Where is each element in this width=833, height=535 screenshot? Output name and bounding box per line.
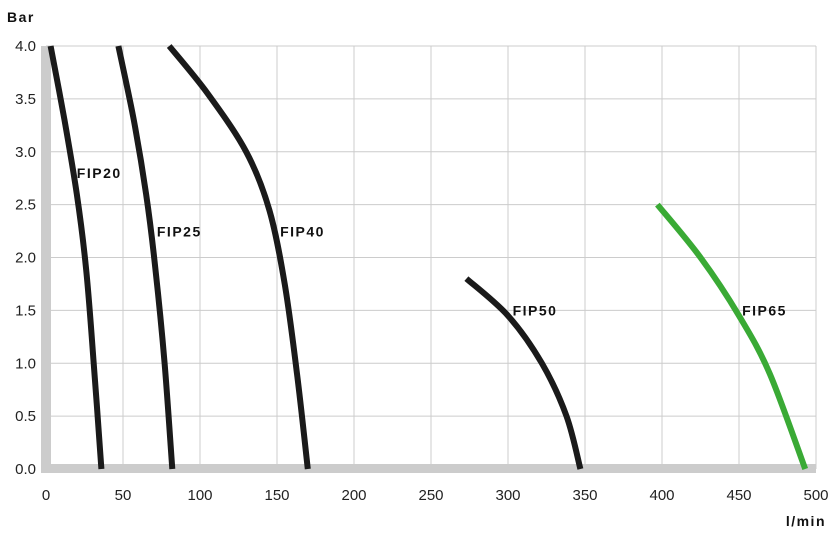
x-tick-label: 200 (341, 487, 366, 504)
axes (41, 46, 816, 473)
y-tick-label: 2.0 (15, 250, 36, 267)
y-tick-label: 0.5 (15, 408, 36, 425)
x-tick-label: 450 (726, 487, 751, 504)
curve-label-fip20: FIP20 (77, 165, 122, 181)
curve-label-fip25: FIP25 (157, 223, 202, 239)
y-tick-label: 3.0 (15, 144, 36, 161)
x-tick-label: 100 (187, 487, 212, 504)
x-tick-label: 300 (495, 487, 520, 504)
curves (47, 44, 809, 471)
curve-fip40 (166, 44, 311, 470)
y-tick-label: 1.0 (15, 355, 36, 372)
curve-label-fip65: FIP65 (742, 303, 787, 319)
x-tick-label: 250 (418, 487, 443, 504)
x-tick-label: 400 (649, 487, 674, 504)
x-axis-line (41, 464, 816, 473)
tick-labels: 0 50 100 150 200 250 300 350 400 450 500 0.0 0.5 1.0 1… (15, 38, 828, 504)
curve-label-fip50: FIP50 (513, 303, 558, 319)
curve-fip65 (655, 202, 809, 471)
curve-label-fip40: FIP40 (280, 223, 325, 239)
y-tick-label: 1.5 (15, 302, 36, 319)
y-axis-title: Bar (7, 9, 35, 25)
curve-labels: FIP20 FIP25 FIP40 FIP50 FIP65 (77, 165, 787, 319)
x-axis-title: l/min (786, 513, 826, 529)
x-tick-label: 500 (803, 487, 828, 504)
y-tick-label: 3.5 (15, 91, 36, 108)
x-tick-label: 50 (115, 487, 132, 504)
curve-fip20 (47, 45, 105, 470)
x-tick-label: 0 (42, 487, 50, 504)
y-axis-line (41, 46, 51, 473)
curve-fip50 (464, 276, 584, 470)
x-tick-label: 350 (572, 487, 597, 504)
gridlines (46, 45, 817, 469)
y-tick-label: 4.0 (15, 38, 36, 55)
y-tick-label: 0.0 (15, 461, 36, 478)
curve-fip25 (115, 45, 176, 470)
y-tick-label: 2.5 (15, 197, 36, 214)
x-tick-label: 150 (264, 487, 289, 504)
